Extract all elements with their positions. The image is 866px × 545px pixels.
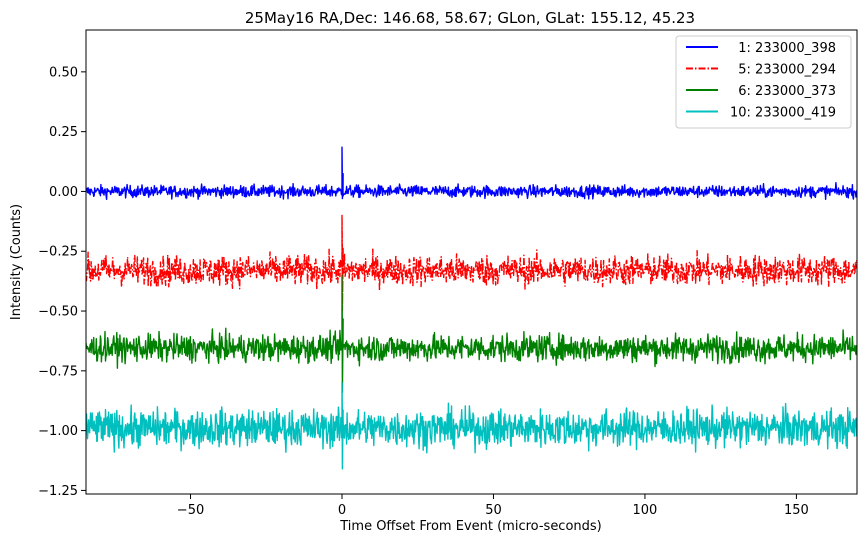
legend-label: 1: 233000_398 [730, 41, 836, 56]
x-axis: −50 0 50 100 150 [177, 494, 809, 518]
x-tick-label: 50 [485, 503, 502, 518]
x-axis-title: Time Offset From Event (micro-seconds) [339, 519, 602, 534]
legend-label: 6: 233000_373 [730, 84, 836, 99]
y-tick-label: −1.00 [38, 424, 78, 439]
legend-label: 5: 233000_294 [730, 63, 836, 78]
y-tick-label: 0.25 [49, 125, 78, 140]
y-tick-label: −0.25 [38, 245, 78, 260]
series-line [86, 382, 857, 470]
x-tick-label: −50 [177, 503, 204, 518]
y-tick-label: 0.00 [49, 185, 78, 200]
y-axis-title: Intensity (Counts) [9, 204, 24, 320]
series-line [86, 146, 857, 200]
series-line [86, 274, 857, 394]
y-tick-label: 0.50 [49, 65, 78, 80]
x-tick-label: 100 [633, 503, 658, 518]
series-line [86, 214, 857, 312]
series-layer [86, 146, 857, 470]
chart-title: 25May16 RA,Dec: 146.68, 58.67; GLon, GLa… [245, 9, 695, 27]
legend-label: 10: 233000_419 [730, 106, 836, 121]
y-tick-label: −1.25 [38, 484, 78, 499]
y-tick-label: −0.75 [38, 364, 78, 379]
plot-frame [85, 29, 858, 495]
legend: 1: 233000_398 5: 233000_294 6: 233000_37… [675, 35, 852, 129]
y-tick-label: −0.50 [38, 305, 78, 320]
x-tick-label: 0 [338, 503, 346, 518]
y-axis: 0.50 0.25 0.00 −0.25 −0.50 −0.75 −1.00 −1.25 [38, 65, 86, 499]
legend-box [675, 35, 852, 129]
x-tick-label: 150 [784, 503, 809, 518]
